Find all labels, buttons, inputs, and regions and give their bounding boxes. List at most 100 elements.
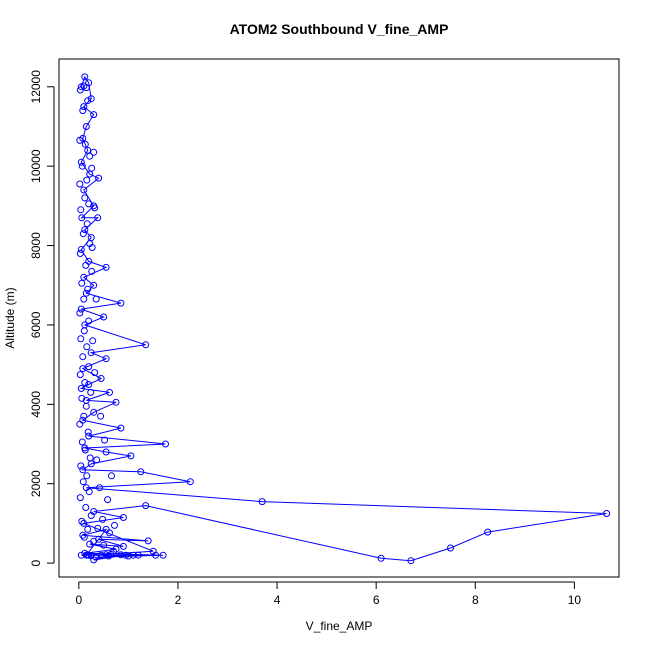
data-point — [80, 103, 88, 111]
data-point — [87, 388, 95, 396]
data-point — [77, 246, 85, 253]
data-point — [83, 472, 91, 480]
data-point — [79, 365, 87, 373]
data-point — [95, 174, 103, 182]
data-point — [77, 158, 85, 166]
data-point — [80, 295, 88, 303]
data-point — [102, 551, 110, 559]
x-tick-label: 4 — [274, 593, 281, 607]
data-point — [80, 412, 88, 420]
data-point — [83, 343, 91, 351]
data-point — [81, 73, 89, 81]
data-point — [159, 551, 167, 559]
data-point — [81, 379, 89, 386]
data-point — [119, 514, 127, 521]
series-lines — [79, 75, 607, 562]
data-point — [79, 531, 87, 539]
data-point — [76, 136, 84, 144]
data-point — [83, 220, 91, 228]
data-point — [91, 369, 99, 377]
data-point — [84, 551, 92, 559]
data-point — [84, 97, 92, 105]
x-axis: 0 2 4 6 8 10 — [75, 581, 582, 607]
data-point — [142, 341, 150, 349]
data-point — [96, 484, 104, 492]
data-point — [86, 152, 94, 160]
data-point — [81, 194, 89, 202]
data-point — [84, 285, 92, 293]
data-point — [447, 544, 454, 552]
x-tick-label: 0 — [75, 593, 82, 607]
data-point — [76, 250, 84, 257]
data-point — [117, 299, 125, 307]
data-point — [87, 512, 95, 519]
data-point — [90, 148, 98, 156]
data-point — [90, 111, 98, 119]
data-point — [83, 176, 91, 184]
x-tick-label: 6 — [373, 593, 380, 607]
data-point — [79, 107, 87, 115]
plot-frame — [58, 58, 620, 578]
data-point — [80, 533, 88, 541]
data-point — [85, 381, 93, 388]
data-point — [87, 349, 95, 357]
data-point — [127, 452, 135, 460]
chart-title: ATOM2 Southbound V_fine_AMP — [230, 21, 449, 37]
data-point — [81, 446, 89, 454]
data-point — [603, 510, 611, 517]
x-tick-label: 10 — [568, 593, 582, 607]
data-point — [80, 186, 88, 194]
y-tick-label: 8000 — [29, 232, 43, 259]
series-line — [79, 75, 607, 562]
data-point — [144, 537, 152, 545]
data-point — [85, 488, 93, 496]
data-point — [258, 498, 266, 506]
data-point — [100, 313, 108, 321]
data-point — [78, 394, 86, 402]
data-point — [82, 402, 90, 410]
data-point — [77, 462, 85, 470]
y-tick-label: 0 — [29, 559, 43, 566]
data-point — [85, 317, 93, 325]
data-point — [76, 371, 84, 379]
data-point — [85, 363, 93, 371]
data-point — [102, 448, 110, 456]
data-point — [79, 353, 87, 361]
data-point — [137, 468, 145, 476]
y-tick-label: 2000 — [29, 470, 43, 497]
data-point — [93, 456, 101, 464]
data-point — [86, 170, 94, 178]
data-point — [87, 552, 95, 560]
data-point — [80, 273, 88, 281]
data-point — [112, 398, 120, 406]
x-tick-label: 2 — [175, 593, 182, 607]
data-point — [162, 440, 169, 448]
data-point — [78, 279, 86, 287]
data-point — [88, 244, 96, 251]
data-point — [78, 162, 86, 170]
y-axis-label: Altitude (m) — [3, 287, 17, 348]
data-point — [119, 542, 127, 550]
data-point — [101, 436, 109, 444]
data-point — [117, 424, 125, 432]
data-point — [76, 420, 84, 428]
data-point — [90, 408, 98, 416]
series-points — [76, 73, 611, 565]
data-point — [77, 335, 85, 343]
data-point — [82, 123, 90, 130]
data-point — [79, 230, 87, 238]
data-point — [110, 547, 117, 555]
data-point — [81, 226, 89, 234]
data-point — [86, 454, 94, 462]
data-point — [407, 557, 415, 565]
data-point — [79, 478, 87, 486]
data-point — [77, 206, 85, 214]
data-point — [77, 305, 85, 313]
data-point — [484, 528, 492, 536]
data-point — [78, 214, 86, 222]
y-tick-label: 10000 — [29, 149, 43, 183]
data-point — [80, 519, 88, 527]
y-tick-label: 12000 — [29, 70, 43, 104]
data-point — [94, 524, 102, 532]
data-point — [82, 504, 90, 511]
